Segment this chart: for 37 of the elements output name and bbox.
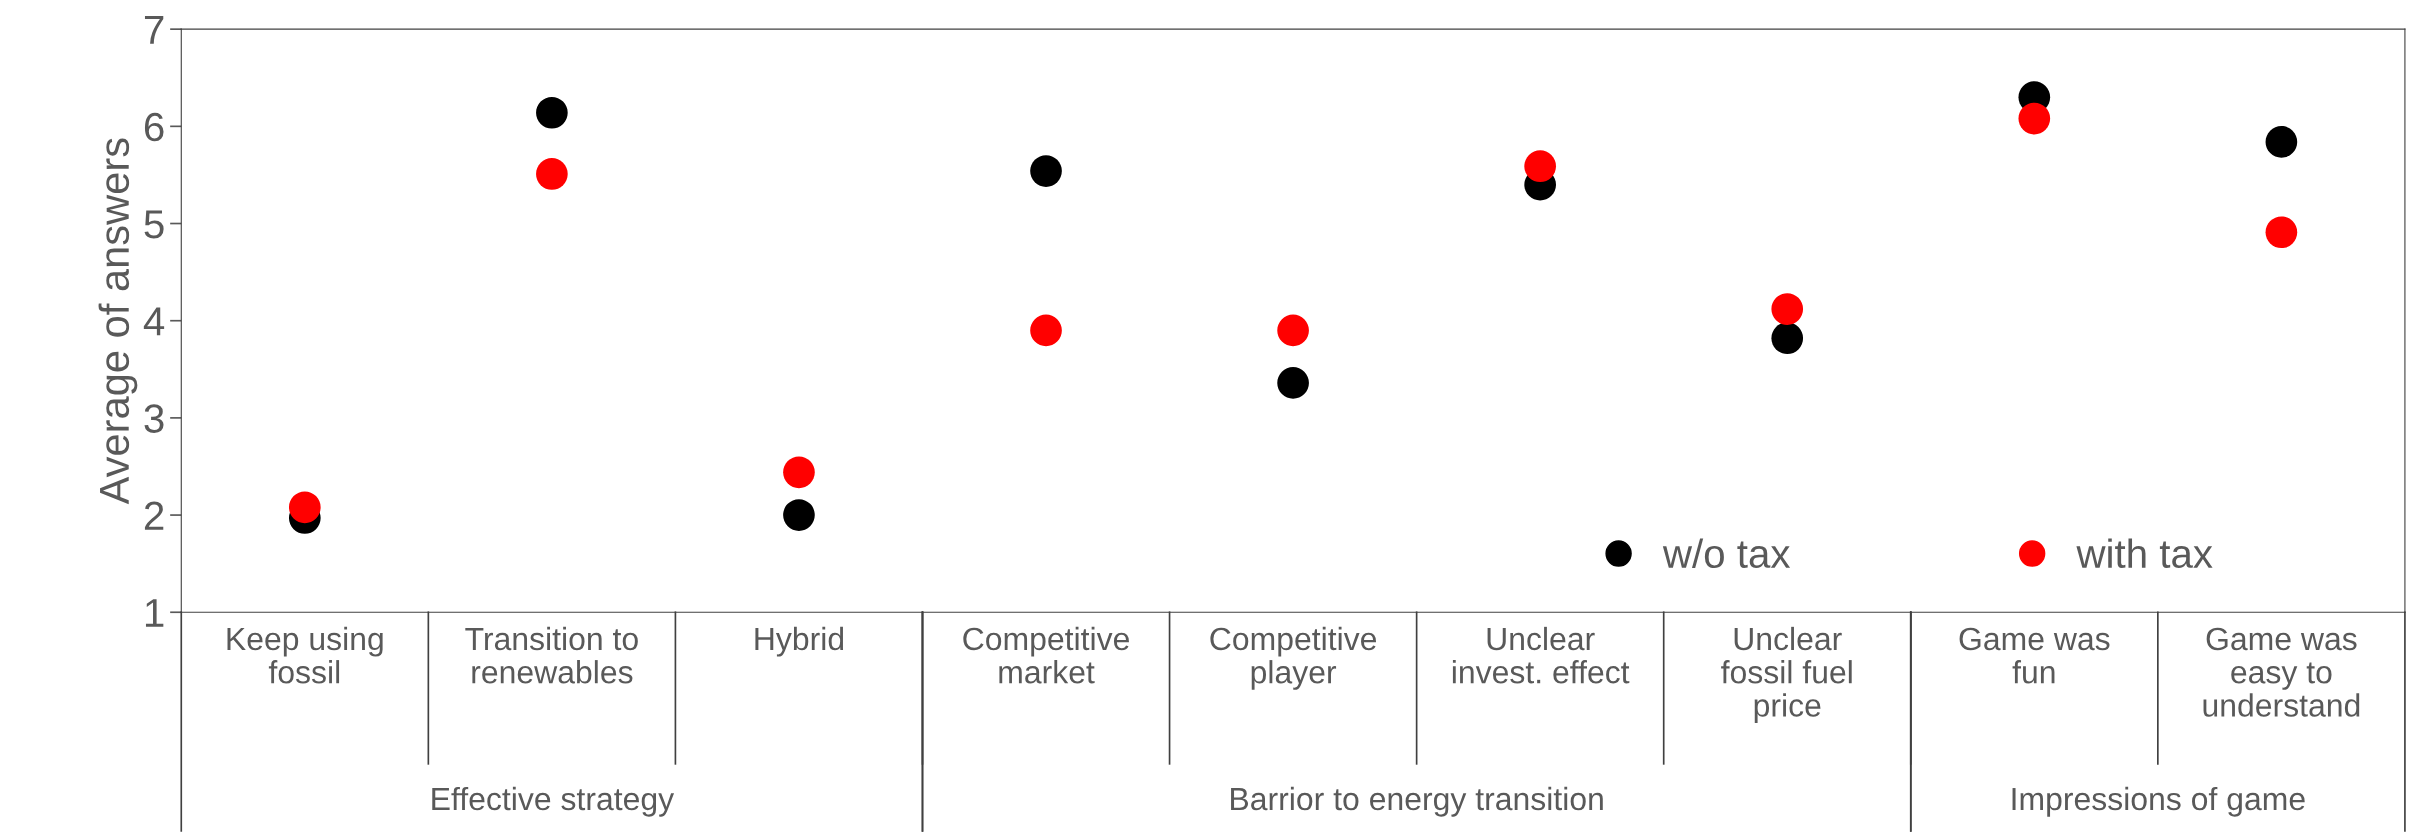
point: [2265, 126, 2298, 158]
x-tick-label: Unclear fossil fuel price: [1721, 626, 1852, 724]
legend-label: w/o tax: [1662, 538, 1791, 569]
point: [1771, 322, 1804, 355]
point: [2265, 216, 2298, 249]
y-axis-title: Average of answers: [98, 138, 138, 505]
point: [1030, 314, 1062, 347]
y-tick-label: 5: [144, 210, 164, 239]
point: [783, 499, 815, 531]
point: [1277, 314, 1309, 347]
point: [2018, 102, 2051, 135]
x-tick-label: Transition to renewables: [465, 626, 638, 684]
point: [783, 456, 815, 489]
point: [288, 491, 321, 524]
x-tick-label: Game was easy to understand: [2203, 627, 2360, 717]
point: [1030, 155, 1062, 187]
x-tick-label: Game was fun: [1959, 627, 2110, 684]
point: [1524, 150, 1556, 183]
y-tick-label: 7: [144, 16, 164, 44]
x-tick-label: Unclear invest. effect: [1452, 626, 1630, 684]
point: [536, 158, 568, 190]
x-tick-label: Keep using fossil: [227, 626, 383, 684]
point: [536, 96, 568, 129]
text: Barrior to energy transition: [1231, 786, 1603, 817]
y-tick-label: 4: [143, 307, 165, 336]
y-tick-label: 3: [144, 404, 164, 433]
x-tick-label: Competitive market: [963, 626, 1129, 684]
y-tick-label: 6: [144, 112, 164, 142]
point: [1771, 293, 1804, 325]
x-tick-label: Hybrid: [755, 626, 844, 657]
legend-label: with tax: [2076, 538, 2213, 569]
x-tick-label: Competitive player: [1210, 626, 1377, 690]
y-tick-label: 1: [145, 599, 164, 627]
point: [1277, 367, 1309, 399]
text: Impressions of game: [2012, 786, 2305, 817]
y-tick-label: 2: [144, 501, 164, 530]
text: Effective strategy: [432, 786, 675, 817]
